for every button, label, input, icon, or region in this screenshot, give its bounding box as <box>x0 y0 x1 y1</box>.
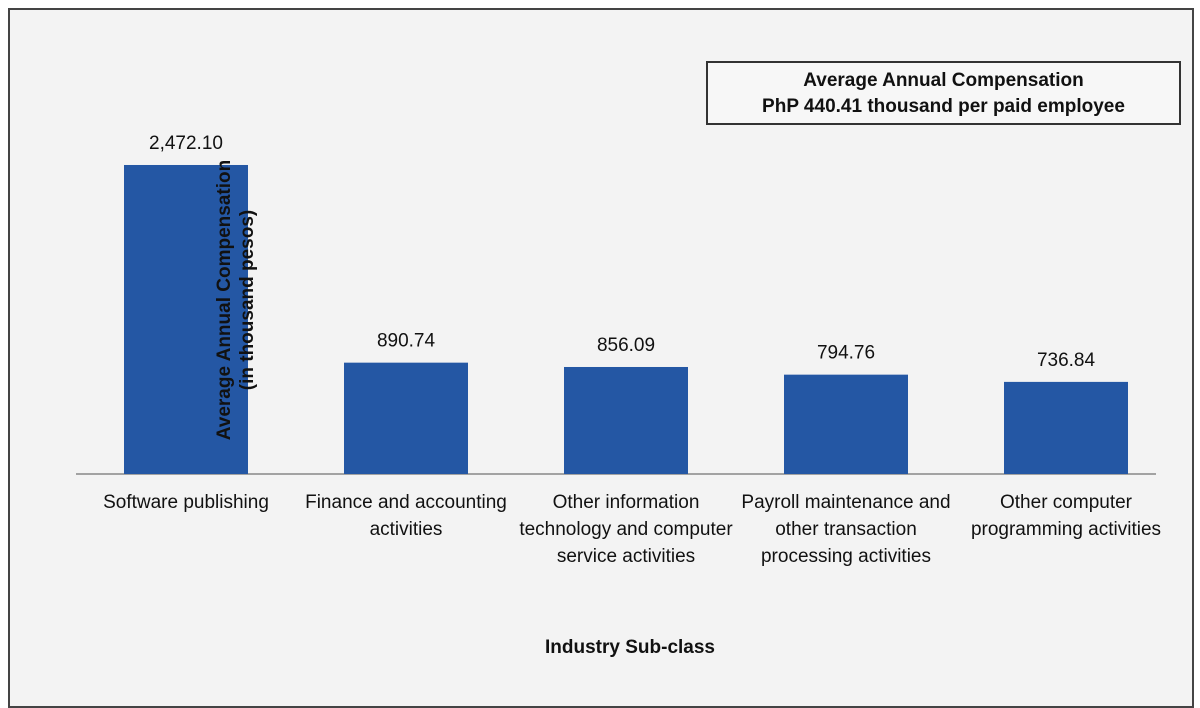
x-axis-label: Industry Sub-class <box>545 637 715 658</box>
bar <box>784 374 908 474</box>
y-axis-label: Average Annual Compensation (in thousand… <box>213 110 259 490</box>
x-tick-label: Software publishing <box>103 492 269 513</box>
x-tick-label: Finance and accounting activities <box>305 492 507 540</box>
x-tick-label: Other computer programming activities <box>970 492 1162 540</box>
data-label: 2,472.10 <box>149 133 223 154</box>
data-label: 890.74 <box>377 331 436 352</box>
data-label: 856.09 <box>597 335 655 356</box>
bar <box>1004 381 1128 474</box>
bar <box>344 362 468 474</box>
annotation-line: PhP 440.41 thousand per paid employee <box>762 96 1125 117</box>
x-tick-label: Payroll maintenance and other transactio… <box>741 492 951 567</box>
annotation-box: Average Annual Compensation PhP 440.41 t… <box>706 61 1181 125</box>
y-axis-label-line: Average Annual Compensation <box>214 159 235 441</box>
y-axis-label-line: (in thousand pesos) <box>237 209 258 391</box>
x-tick-label: Other information technology and compute… <box>519 492 733 567</box>
data-label: 794.76 <box>817 343 875 364</box>
annotation-line: Average Annual Compensation <box>803 70 1084 91</box>
bar <box>124 164 248 475</box>
data-label: 736.84 <box>1037 350 1096 371</box>
bar <box>564 366 688 474</box>
